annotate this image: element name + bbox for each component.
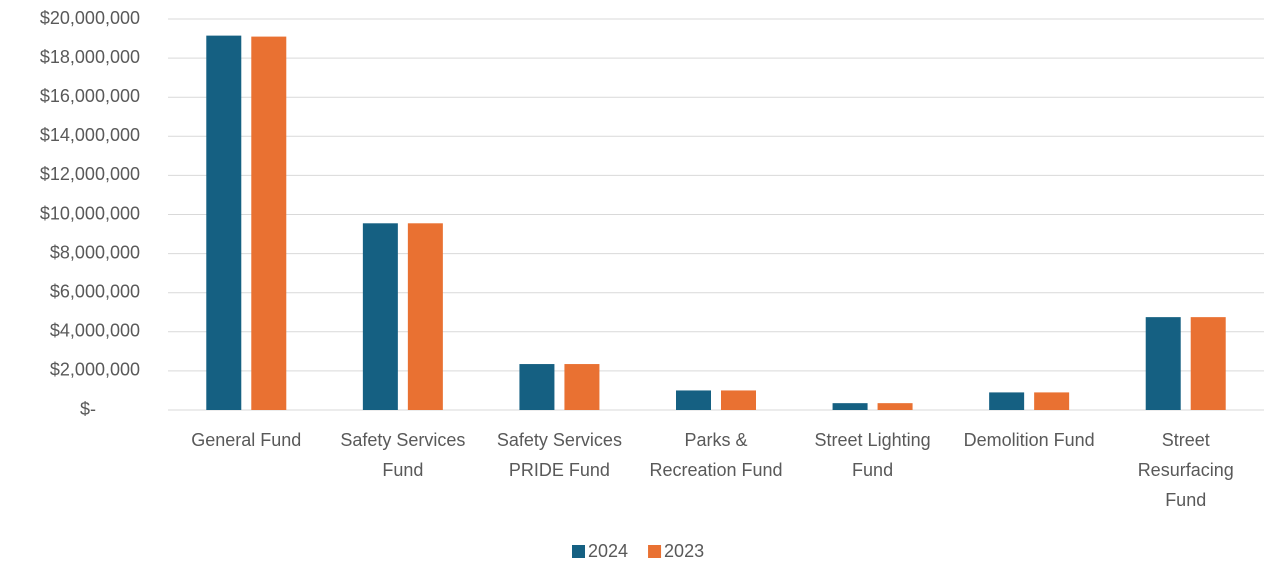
y-tick-label: $6,000,000 xyxy=(50,281,140,301)
y-tick-label: $2,000,000 xyxy=(50,360,140,380)
x-tick-label: Street Lighting Fund xyxy=(815,430,931,480)
y-tick-label: $12,000,000 xyxy=(40,164,140,184)
legend-swatch xyxy=(648,545,662,558)
legend-label: 2024 xyxy=(588,541,628,561)
bar xyxy=(251,36,287,410)
bar xyxy=(989,392,1025,410)
y-tick-label: $10,000,000 xyxy=(40,203,140,223)
y-tick-label: $18,000,000 xyxy=(40,47,140,67)
bar xyxy=(877,403,913,410)
bar xyxy=(721,390,756,410)
bar xyxy=(1034,392,1070,410)
y-tick-label: $- xyxy=(80,399,96,419)
x-tick-label: Street Resurfacing Fund xyxy=(1138,430,1234,510)
x-tick-label: Safety Services Fund xyxy=(340,430,465,480)
x-tick-label: Demolition Fund xyxy=(964,430,1095,450)
y-tick-label: $4,000,000 xyxy=(50,321,140,341)
bar xyxy=(564,364,600,410)
bar xyxy=(676,390,711,410)
bar xyxy=(362,223,398,410)
y-tick-label: $16,000,000 xyxy=(40,86,140,106)
legend-swatch xyxy=(572,545,585,558)
bar xyxy=(832,403,868,410)
y-tick-label: $20,000,000 xyxy=(40,8,140,28)
bar xyxy=(519,364,555,410)
bar xyxy=(206,35,242,411)
y-tick-label: $8,000,000 xyxy=(50,242,140,262)
bar xyxy=(1190,317,1226,410)
x-tick-label: Safety Services PRIDE Fund xyxy=(497,430,622,480)
y-tick-label: $14,000,000 xyxy=(40,125,140,145)
x-tick-label: General Fund xyxy=(191,430,301,450)
bar xyxy=(407,223,443,410)
x-tick-label: Parks & Recreation Fund xyxy=(649,430,782,480)
bar xyxy=(1145,317,1181,410)
legend-label: 2023 xyxy=(664,541,704,561)
